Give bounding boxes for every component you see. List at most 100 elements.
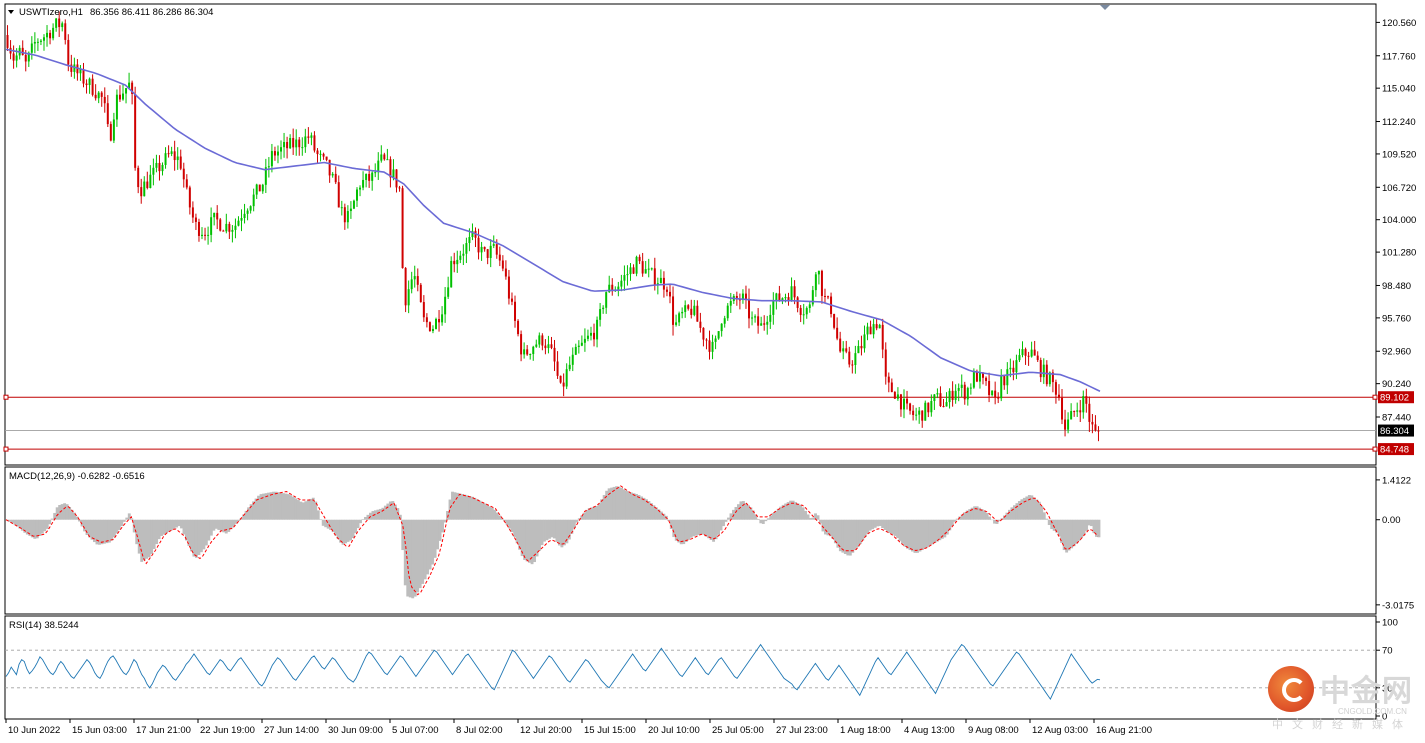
candle	[690, 299, 693, 319]
macd-histogram-bar	[540, 519, 544, 546]
macd-histogram-bar	[408, 519, 412, 598]
macd-histogram-bar	[160, 519, 164, 536]
macd-histogram-bar	[311, 497, 315, 520]
macd-histogram-bar	[978, 507, 982, 520]
candle	[520, 330, 523, 362]
macd-histogram-bar	[28, 519, 32, 536]
macd-histogram-bar	[463, 494, 467, 520]
macd-histogram-bar	[172, 519, 176, 529]
macd-histogram-bar	[893, 519, 897, 536]
level-handle-left-1[interactable]	[3, 446, 9, 452]
macd-histogram-bar	[286, 494, 290, 520]
candle	[796, 296, 799, 313]
price-axis-tick: 98.480	[1382, 281, 1411, 292]
candle	[982, 372, 985, 385]
candle	[729, 292, 732, 313]
candle	[553, 339, 556, 372]
candle	[596, 316, 599, 348]
chart-shift-marker-icon[interactable]	[1100, 5, 1110, 10]
macd-histogram-bar	[38, 519, 42, 536]
candle	[687, 304, 690, 311]
price-axis-tick: 101.280	[1382, 248, 1416, 259]
macd-histogram-bar	[20, 519, 24, 531]
macd-histogram-bar	[858, 519, 862, 545]
macd-histogram-bar	[25, 519, 29, 535]
macd-histogram-bar	[281, 493, 285, 520]
macd-pane[interactable]	[4, 466, 1377, 615]
candle	[447, 276, 450, 299]
macd-histogram-bar	[229, 519, 233, 530]
candle	[100, 91, 103, 107]
macd-histogram-bar	[135, 519, 139, 545]
candle	[240, 209, 243, 232]
macd-histogram-bar	[349, 519, 353, 541]
macd-histogram-bar	[930, 519, 934, 545]
macd-histogram-bar	[833, 519, 837, 544]
level-handle-left-0[interactable]	[3, 394, 9, 400]
macd-histogram-bar	[806, 514, 810, 520]
candle	[1036, 351, 1039, 362]
candle	[128, 72, 131, 89]
macd-histogram-bar	[53, 512, 57, 520]
main-header-ohlc: 86.356 86.411 86.286 86.304	[90, 7, 213, 18]
level-handle-right-1[interactable]	[1372, 446, 1378, 452]
candle	[851, 360, 854, 374]
macd-histogram-bar	[756, 519, 760, 520]
candle	[1061, 388, 1064, 425]
candle	[741, 289, 744, 304]
main-pane[interactable]	[4, 3, 1377, 466]
candle	[559, 375, 562, 384]
candle	[833, 313, 836, 330]
macd-histogram-bar	[590, 507, 594, 520]
candle	[1079, 400, 1082, 423]
symbol-dropdown-icon[interactable]	[8, 10, 14, 14]
time-axis-tick: 15 Jul 15:00	[584, 725, 636, 736]
macd-histogram-bar	[553, 519, 556, 539]
candle	[267, 157, 270, 178]
macd-histogram-bar	[264, 493, 268, 520]
macd-header: MACD(12,26,9) -0.6282 -0.6516	[9, 471, 145, 482]
macd-histogram-bar	[1022, 497, 1026, 520]
current-price-label: 86.304	[1380, 426, 1409, 437]
macd-histogram-bar	[341, 519, 345, 545]
macd-histogram-bar	[175, 519, 178, 528]
macd-histogram-bar	[774, 510, 778, 520]
macd-histogram-bar	[754, 514, 758, 520]
candle	[97, 91, 100, 104]
macd-histogram-bar	[965, 510, 969, 520]
macd-histogram-bar	[644, 499, 648, 520]
candle	[933, 394, 936, 410]
candle	[82, 62, 85, 88]
candle	[948, 388, 951, 409]
candle	[702, 327, 705, 347]
macd-histogram-bar	[592, 506, 596, 520]
macd-histogram-bar	[896, 519, 900, 539]
macd-histogram-bar	[304, 501, 308, 520]
macd-histogram-bar	[627, 491, 631, 520]
macd-histogram-bar	[110, 519, 114, 541]
macd-histogram-bar	[908, 519, 912, 551]
rsi-pane[interactable]	[4, 615, 1377, 720]
level-handle-right-0[interactable]	[1372, 394, 1378, 400]
macd-histogram-bar	[485, 504, 489, 520]
price-axis-tick: 90.240	[1382, 379, 1411, 390]
macd-histogram-bar	[456, 492, 459, 520]
candle	[258, 184, 261, 192]
candle	[787, 292, 790, 306]
candle	[395, 169, 398, 193]
macd-histogram-bar	[461, 494, 464, 520]
macd-histogram-bar	[15, 519, 19, 527]
macd-histogram-bar	[1012, 505, 1016, 520]
candle	[641, 252, 644, 277]
macd-histogram-bar	[587, 508, 591, 520]
macd-histogram-bar	[40, 519, 44, 534]
moving-average-line	[5, 48, 1101, 392]
macd-histogram-bar	[418, 519, 422, 589]
macd-histogram-bar	[247, 507, 251, 520]
price-axis-tick: 87.440	[1382, 413, 1411, 424]
macd-histogram-bar	[1027, 495, 1031, 520]
price-axis-tick: 104.000	[1382, 215, 1416, 226]
candle	[577, 340, 580, 354]
macd-histogram-bar	[523, 519, 527, 560]
